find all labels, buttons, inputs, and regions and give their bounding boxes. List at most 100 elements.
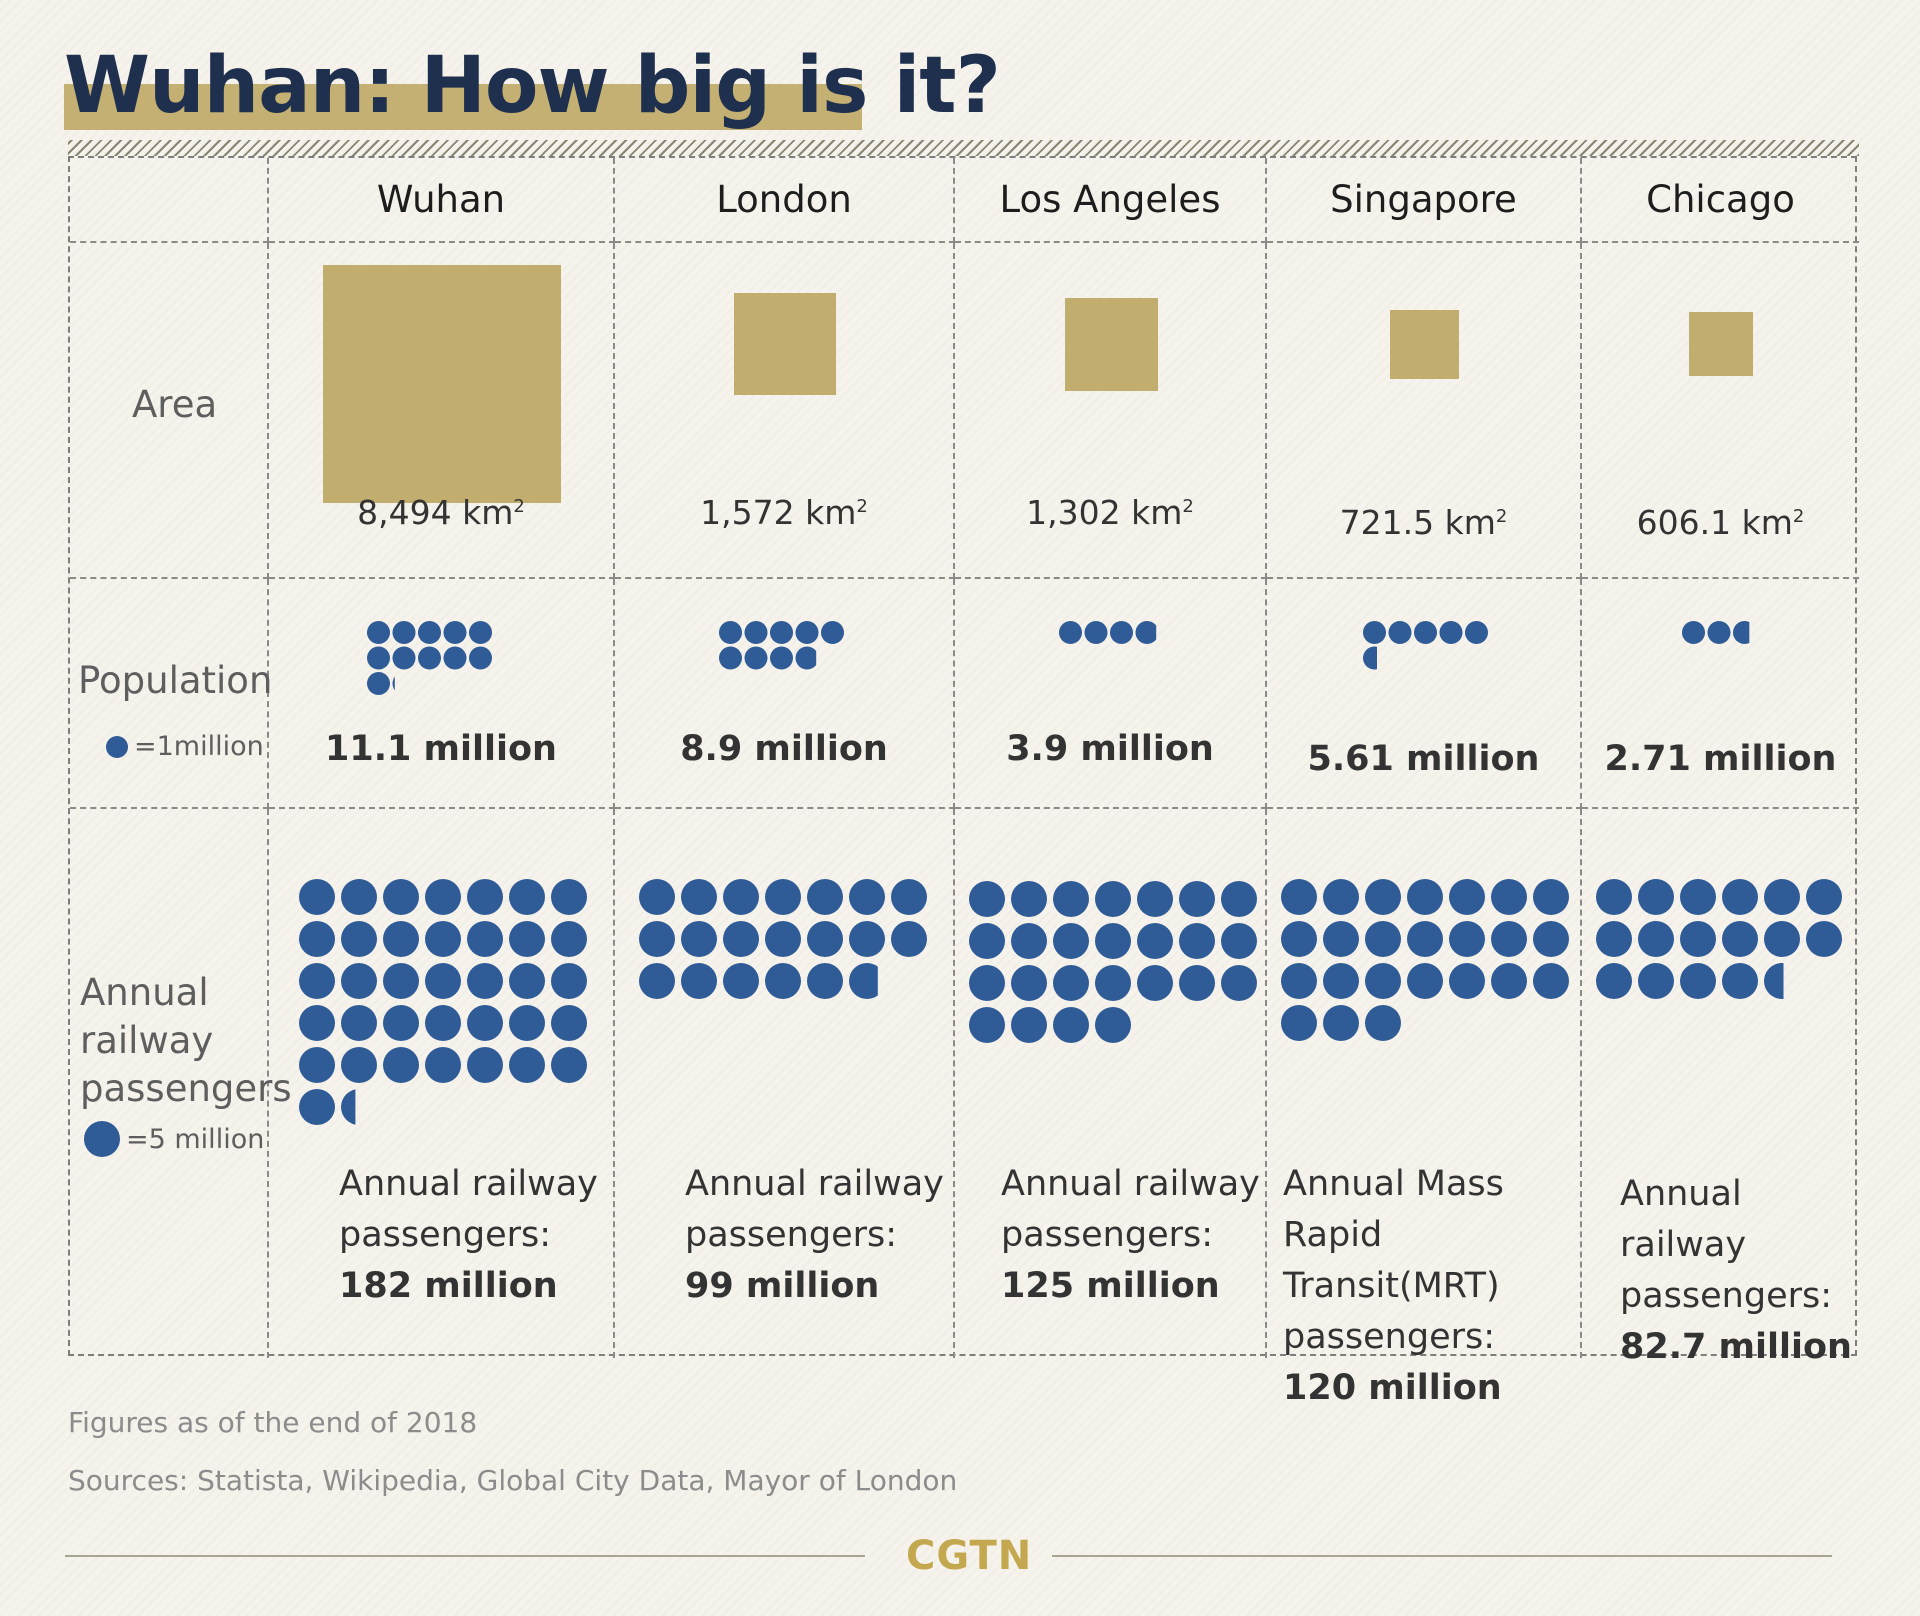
population-dot	[821, 621, 844, 644]
area-unit-superscript: 2	[1792, 506, 1805, 527]
population-cell: 11.1 million	[269, 579, 615, 809]
rail-cell: Annual railway passengers: 82.7 million	[1582, 809, 1859, 1367]
rail-row-label-line: Annual	[80, 971, 209, 1014]
railway-dot	[299, 921, 335, 957]
population-dot	[1414, 621, 1437, 644]
rail-row-label: Annual railway passengers	[80, 969, 292, 1113]
area-value-text: 8,494 km	[357, 493, 514, 532]
railway-dot	[551, 1005, 587, 1041]
railway-caption: Annual railway passengers: 82.7 million	[1620, 1169, 1859, 1373]
railway-dot	[509, 921, 545, 957]
rail-legend: =5 million	[84, 1121, 264, 1157]
population-dot	[1439, 621, 1463, 644]
railway-dot	[1533, 963, 1569, 999]
railway-dot	[1095, 923, 1131, 959]
population-partial-dot	[795, 646, 817, 670]
railway-dot	[1491, 879, 1527, 915]
population-dot	[367, 672, 390, 695]
railway-dot	[341, 1005, 377, 1041]
population-value: 11.1 million	[325, 729, 557, 769]
rail-row-label-line: passengers	[80, 1067, 292, 1110]
railway-dot	[467, 1047, 503, 1083]
railway-dot	[639, 963, 675, 999]
railway-dot	[509, 963, 545, 999]
population-dot	[443, 621, 467, 644]
railway-dot	[1179, 881, 1215, 917]
railway-dot	[807, 963, 843, 999]
railway-dot	[509, 1047, 545, 1083]
railway-dot	[383, 963, 419, 999]
railway-dot	[467, 1005, 503, 1041]
header-cell: Los Angeles	[955, 158, 1267, 243]
railway-value: 82.7 million	[1620, 1327, 1852, 1367]
railway-caption-line: Annual railway	[339, 1164, 598, 1204]
population-dot	[1707, 621, 1731, 644]
railway-dot	[681, 879, 717, 915]
railway-dot	[467, 879, 503, 915]
area-square	[323, 265, 561, 503]
area-value: 606.1 km2	[1582, 503, 1859, 542]
railway-dot	[723, 963, 759, 999]
population-pictogram	[719, 621, 844, 670]
population-dot	[1363, 621, 1386, 644]
railway-dot	[1365, 963, 1401, 999]
area-unit-superscript: 2	[513, 496, 525, 517]
population-cell: 3.9 million	[955, 579, 1267, 809]
railway-dot	[891, 921, 927, 957]
population-dot	[719, 621, 742, 644]
railway-dot	[1533, 921, 1569, 957]
railway-dot	[1491, 963, 1527, 999]
railway-dot	[1281, 879, 1317, 915]
railway-value: 99 million	[685, 1266, 880, 1306]
railway-dot	[1323, 921, 1359, 957]
area-value-text: 1,302 km	[1026, 493, 1183, 532]
population-cell: 5.61 million	[1267, 579, 1582, 809]
area-unit-superscript: 2	[1182, 496, 1194, 517]
railway-dot	[1011, 965, 1047, 1001]
railway-dot	[1407, 921, 1443, 957]
railway-dot	[1281, 921, 1317, 957]
population-legend-label: =1million	[134, 731, 264, 762]
railway-dot	[467, 963, 503, 999]
corner-cell	[70, 158, 269, 243]
population-dot	[392, 646, 416, 670]
population-partial-dot	[1733, 621, 1750, 644]
railway-caption-line: passengers:	[1283, 1317, 1496, 1357]
railway-partial-dot	[341, 1089, 356, 1125]
railway-dot	[969, 923, 1005, 959]
railway-dot	[969, 1007, 1005, 1043]
railway-dot	[1722, 963, 1758, 999]
cgtn-logo: CGTN	[906, 1533, 1033, 1579]
railway-dot	[425, 921, 461, 957]
population-dot	[1110, 621, 1133, 644]
comparison-table: Wuhan London Los Angeles Singapore Chica…	[68, 156, 1859, 1408]
area-row-label-cell: Area	[70, 243, 269, 579]
railway-dot	[681, 963, 717, 999]
population-dot	[469, 621, 492, 644]
railway-dot	[723, 879, 759, 915]
railway-dot	[723, 921, 759, 957]
railway-value: 182 million	[339, 1266, 558, 1306]
railway-dot	[1638, 921, 1674, 957]
sources-note: Sources: Statista, Wikipedia, Global Cit…	[68, 1464, 958, 1497]
header-cell: London	[615, 158, 955, 243]
railway-dot	[1365, 879, 1401, 915]
railway-dot	[1323, 1005, 1359, 1041]
header-cell: Wuhan	[269, 158, 615, 243]
area-cell: 8,494 km2	[269, 243, 615, 579]
railway-dot	[1596, 963, 1632, 999]
population-partial-dot	[392, 676, 395, 691]
population-value: 8.9 million	[680, 729, 888, 769]
railway-dot	[425, 1047, 461, 1083]
railway-dot	[383, 879, 419, 915]
railway-dot	[1407, 963, 1443, 999]
railway-pictogram	[639, 879, 927, 999]
rail-cell: Annual railway passengers: 99 million	[615, 809, 955, 1358]
rail-legend-label: =5 million	[126, 1123, 265, 1155]
figures-note: Figures as of the end of 2018	[68, 1406, 478, 1439]
population-legend: =1million	[106, 731, 264, 762]
population-pictogram	[1682, 621, 1750, 644]
railway-dot	[425, 879, 461, 915]
hatched-divider	[68, 140, 1859, 156]
population-dot	[1682, 621, 1705, 644]
